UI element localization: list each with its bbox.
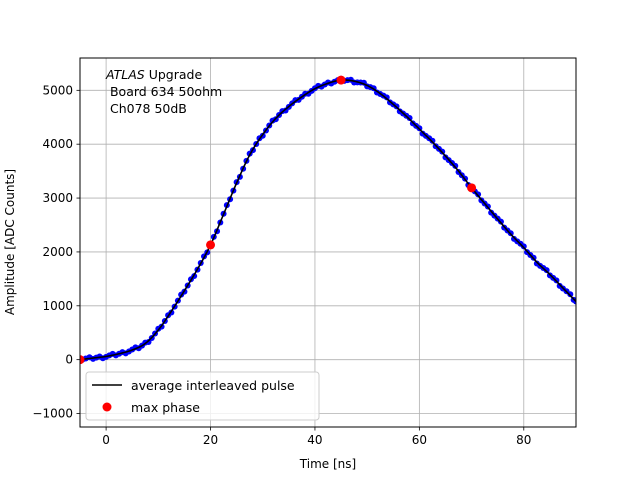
legend-entry-average-interleaved-pulse: average interleaved pulse bbox=[131, 378, 295, 393]
sample-point bbox=[567, 291, 574, 298]
sample-point bbox=[406, 115, 413, 122]
legend: average interleaved pulse max phase bbox=[85, 371, 320, 421]
x-tick-label: 60 bbox=[412, 433, 427, 447]
annotation-line-3: Ch078 50dB bbox=[106, 101, 187, 116]
sample-point bbox=[383, 94, 390, 101]
sample-point bbox=[543, 267, 550, 274]
x-tick-label: 20 bbox=[203, 433, 218, 447]
axis-ticks: 0 20 40 60 80 −1000 0 1000 2000 3000 4000 5000 bbox=[32, 83, 531, 447]
y-tick-label: −1000 bbox=[32, 407, 73, 421]
x-tick-label: 0 bbox=[102, 433, 110, 447]
y-tick-label: 2000 bbox=[42, 245, 73, 259]
max-phase-point bbox=[80, 355, 85, 365]
x-tick-label: 40 bbox=[307, 433, 322, 447]
y-tick-label: 1000 bbox=[42, 299, 73, 313]
sample-point bbox=[429, 137, 436, 144]
max-phase-point bbox=[206, 240, 216, 250]
sample-point bbox=[145, 339, 152, 346]
plot-frame bbox=[79, 57, 577, 428]
legend-entry-max-phase: max phase bbox=[131, 400, 200, 415]
x-tick-label: 80 bbox=[516, 433, 531, 447]
legend-box bbox=[85, 371, 320, 421]
legend-marker-swatch bbox=[102, 402, 112, 412]
annotation-line-1: ATLAS Upgrade bbox=[105, 67, 202, 82]
y-tick-label: 5000 bbox=[42, 83, 73, 97]
y-tick-label: 3000 bbox=[42, 191, 73, 205]
plot-series bbox=[80, 75, 576, 365]
max-phase-point bbox=[467, 183, 477, 193]
x-axis-label: Time [ns] bbox=[299, 457, 356, 471]
y-tick-label: 4000 bbox=[42, 137, 73, 151]
average-pulse-line bbox=[80, 79, 576, 361]
annotation-line-2: Board 634 50ohm bbox=[106, 84, 222, 99]
y-axis-label: Amplitude [ADC Counts] bbox=[3, 169, 17, 315]
sample-point bbox=[520, 243, 527, 250]
max-phase-point bbox=[336, 75, 346, 85]
y-tick-label: 0 bbox=[65, 353, 73, 367]
